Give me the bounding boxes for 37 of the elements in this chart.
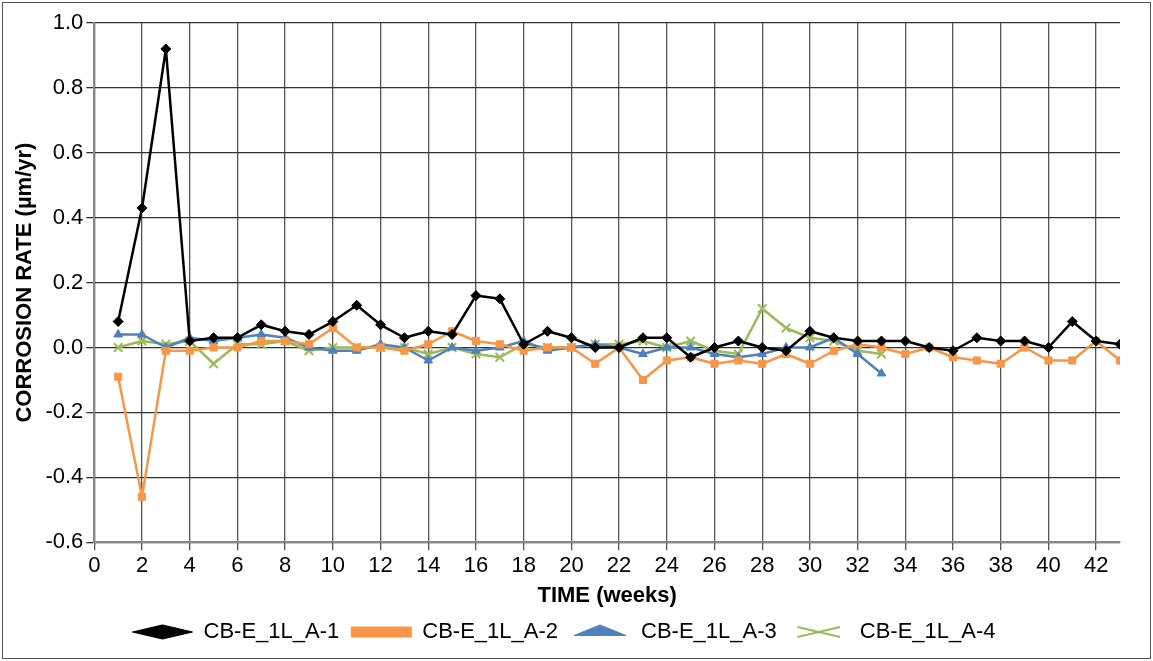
y-tick-label: 0.4 — [52, 203, 84, 229]
y-tick-label: 0.6 — [52, 138, 84, 164]
y-axis-title: CORROSION RATE (µm/yr) — [11, 142, 37, 423]
x-tick-label: 20 — [559, 552, 584, 578]
x-axis-title: TIME (weeks) — [537, 581, 677, 607]
y-tick-label: -0.4 — [45, 463, 84, 489]
x-tick-label: 28 — [749, 552, 775, 578]
x-tick-label: 18 — [511, 552, 536, 578]
x-tick-label: 10 — [320, 552, 346, 578]
x-tick-label: 8 — [279, 552, 292, 578]
x-tick-label: 16 — [463, 552, 489, 578]
x-tick-label: 38 — [988, 552, 1013, 578]
x-tick-label: 42 — [1083, 552, 1109, 578]
y-tick-label: -0.6 — [45, 528, 84, 554]
legend-label: CB-E_1L_A-2 — [422, 618, 559, 644]
x-tick-label: 14 — [416, 552, 441, 578]
x-tick-label: 26 — [702, 552, 727, 578]
x-tick-label: 32 — [845, 552, 870, 578]
x-tick-label: 40 — [1036, 552, 1061, 578]
legend-label: CB-E_1L_A-3 — [641, 618, 777, 644]
y-tick-label: 0.2 — [52, 268, 84, 294]
x-tick-label: 6 — [231, 552, 244, 578]
legend-label: CB-E_1L_A-4 — [859, 618, 996, 644]
x-tick-label: 12 — [368, 552, 393, 578]
x-tick-label: 30 — [797, 552, 823, 578]
x-tick-label: 36 — [940, 552, 966, 578]
x-tick-label: 4 — [183, 552, 196, 578]
y-tick-label: 0.0 — [52, 333, 84, 359]
x-tick-label: 34 — [893, 552, 918, 578]
y-tick-label: -0.2 — [45, 398, 84, 424]
x-tick-label: 22 — [606, 552, 632, 578]
x-tick-label: 0 — [88, 552, 101, 578]
legend-label: CB-E_1L_A-1 — [203, 618, 340, 644]
x-tick-label: 2 — [135, 552, 149, 578]
x-tick-label: 24 — [654, 552, 680, 578]
y-tick-label: 1.0 — [52, 9, 84, 35]
y-tick-label: 0.8 — [52, 73, 84, 99]
